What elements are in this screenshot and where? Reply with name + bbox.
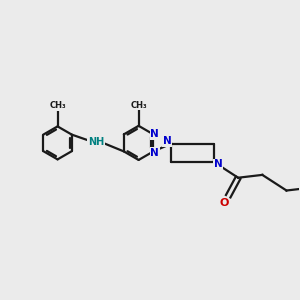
Text: N: N — [214, 159, 223, 170]
Text: N: N — [163, 136, 171, 146]
Text: CH₃: CH₃ — [49, 101, 66, 110]
Text: N: N — [150, 148, 159, 158]
Text: O: O — [219, 198, 229, 208]
Text: CH₃: CH₃ — [130, 100, 147, 109]
Text: NH: NH — [88, 137, 104, 147]
Text: N: N — [150, 129, 159, 140]
